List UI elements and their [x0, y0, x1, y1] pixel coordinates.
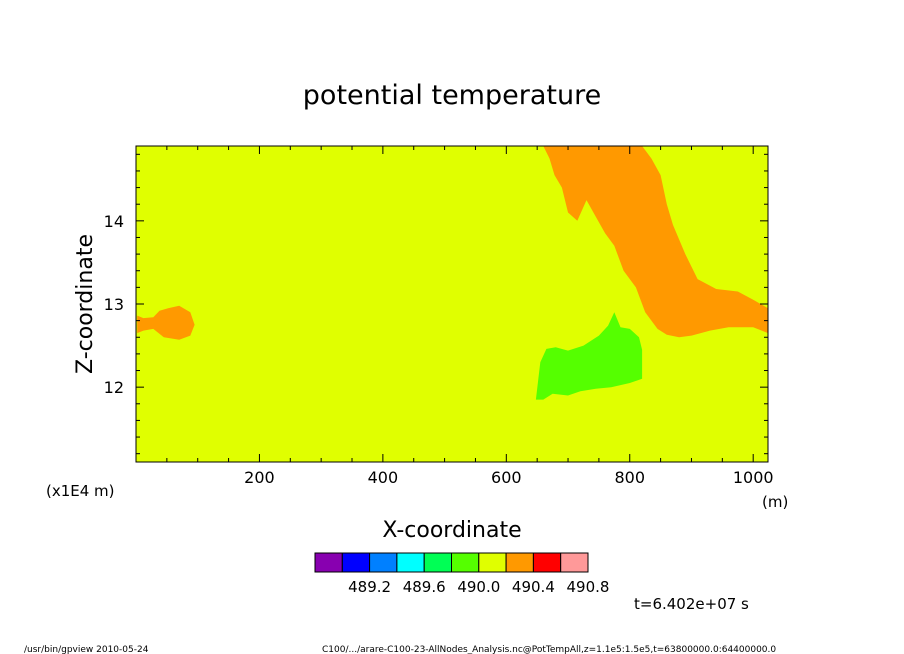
colorbar-swatch [314, 552, 343, 573]
x-tick-label: 1000 [733, 468, 774, 487]
contour-region-green-patch [535, 312, 643, 400]
plot-area [136, 146, 768, 462]
contour-region-orange-left [137, 305, 195, 340]
colorbar-swatch [478, 552, 507, 573]
y-units-label: (x1E4 m) [46, 482, 115, 500]
x-units-label: (m) [762, 493, 788, 511]
colorbar-label: 490.8 [567, 578, 610, 596]
colorbar-label: 490.4 [512, 578, 555, 596]
colorbar-swatch [532, 552, 562, 573]
y-tick-label: 12 [104, 378, 124, 397]
colorbar-label: 489.2 [348, 578, 391, 596]
colorbar-swatch [341, 552, 371, 573]
colorbar-swatch [451, 552, 480, 573]
colorbar-swatch [369, 552, 398, 573]
x-axis-label: X-coordinate [382, 518, 521, 543]
x-tick-label: 600 [491, 468, 522, 487]
colorbar-swatch [505, 552, 534, 573]
colorbar-swatch [396, 552, 425, 573]
contour-region-orange-upper-right [543, 146, 768, 338]
footer-left: /usr/bin/gpview 2010-05-24 [24, 645, 149, 654]
colorbar-swatch [560, 552, 589, 573]
x-tick-label: 800 [614, 468, 645, 487]
colorbar-label: 489.6 [403, 578, 446, 596]
footer-right: C100/.../arare-C100-23-AllNodes_Analysis… [322, 645, 776, 654]
colorbar: 489.2 489.6 490.0 490.4 490.8 [314, 552, 610, 596]
colorbar-swatch [423, 552, 453, 573]
axes: 200 400 600 800 1000 12 13 14 [104, 145, 774, 487]
y-tick-label: 13 [104, 295, 124, 314]
colorbar-label: 490.0 [457, 578, 500, 596]
time-label: t=6.402e+07 s [634, 595, 749, 613]
chart-title: potential temperature [303, 80, 601, 111]
x-tick-label: 400 [368, 468, 399, 487]
y-tick-label: 14 [104, 212, 124, 231]
x-tick-label: 200 [244, 468, 275, 487]
y-axis-label: Z-coordinate [73, 234, 98, 374]
